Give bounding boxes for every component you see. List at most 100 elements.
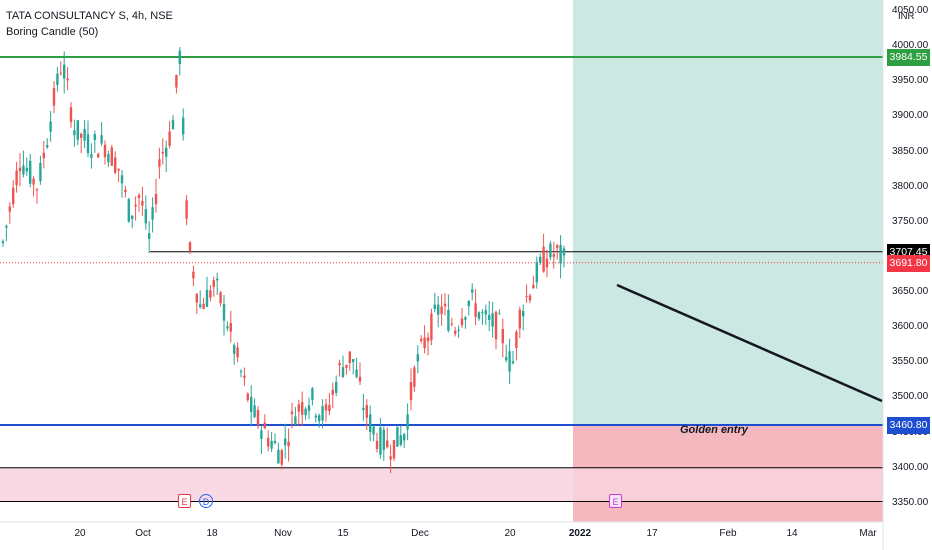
candle	[321, 406, 324, 421]
candle	[409, 382, 413, 401]
candle	[86, 134, 90, 154]
candle	[202, 303, 205, 309]
candle	[29, 160, 32, 184]
candle	[396, 426, 399, 447]
level-badge-3460: 3460.80	[887, 417, 930, 434]
candle	[32, 178, 35, 185]
candle	[90, 154, 93, 158]
candle	[263, 422, 266, 429]
indicator-title[interactable]: Boring Candle (50)	[6, 26, 99, 38]
price-tick: 4050.00	[892, 5, 929, 16]
candle	[56, 73, 59, 86]
candle	[46, 144, 49, 148]
price-tick: 3650.00	[892, 286, 929, 298]
candle	[18, 167, 22, 172]
candle	[284, 438, 287, 446]
candle	[134, 204, 137, 207]
price-tick: 3750.00	[892, 215, 929, 227]
candle	[103, 144, 107, 158]
candle	[341, 367, 345, 377]
candle	[491, 313, 494, 327]
candle	[280, 450, 283, 465]
candle	[518, 309, 521, 329]
candle	[219, 292, 222, 304]
candle	[362, 407, 365, 411]
candle	[8, 206, 11, 212]
candle	[386, 440, 389, 448]
candle	[267, 437, 270, 447]
candle	[182, 117, 185, 135]
price-tick: 3600.00	[892, 321, 929, 333]
candle	[256, 409, 260, 426]
candle	[522, 310, 525, 317]
candle	[545, 258, 549, 268]
candle	[178, 50, 181, 64]
candle	[144, 209, 147, 224]
candle	[80, 133, 83, 138]
candle	[120, 175, 124, 184]
candle	[141, 200, 144, 206]
candle	[498, 313, 501, 315]
candle	[69, 107, 73, 123]
candle	[542, 246, 545, 272]
candle	[423, 337, 426, 349]
candle	[314, 415, 317, 418]
symbol-title[interactable]: TATA CONSULTANCY S, 4h, NSE	[6, 10, 173, 22]
candle	[161, 151, 164, 154]
price-tick: 4000.00	[892, 40, 929, 52]
candle	[420, 338, 423, 341]
candle	[35, 189, 39, 191]
candle	[355, 369, 358, 378]
candle	[562, 248, 566, 256]
candle	[226, 326, 229, 329]
candle	[273, 440, 277, 444]
candle	[301, 402, 304, 415]
candle	[539, 256, 542, 263]
candle	[552, 254, 555, 257]
level-badge-3984: 3984.55	[887, 49, 930, 66]
candle	[199, 304, 202, 308]
price-tick: 3400.00	[892, 461, 929, 473]
candle	[559, 244, 562, 264]
candle	[100, 135, 103, 144]
candle	[22, 165, 25, 175]
candle	[137, 195, 141, 199]
candle	[389, 456, 392, 460]
earnings-upcoming-icon[interactable]: E	[609, 494, 622, 508]
candle	[209, 290, 212, 298]
candle	[222, 304, 226, 321]
candle	[345, 364, 348, 368]
candle	[154, 193, 158, 205]
candle	[158, 159, 161, 167]
candle	[488, 315, 491, 321]
candle	[107, 154, 110, 163]
candle	[328, 405, 331, 412]
earnings-icon[interactable]: E	[178, 494, 191, 508]
candle	[556, 245, 559, 249]
candle	[287, 441, 290, 447]
candle	[501, 328, 504, 344]
candle	[151, 207, 154, 220]
candle	[372, 426, 375, 435]
candle	[42, 152, 45, 159]
time-tick: Feb	[719, 528, 737, 539]
candle	[348, 351, 351, 363]
candle	[185, 200, 188, 219]
candle	[148, 233, 151, 240]
candle	[253, 405, 256, 417]
time-tick: 18	[206, 528, 218, 539]
golden-entry-label: Golden entry	[680, 424, 748, 436]
candle	[528, 295, 532, 301]
candle	[25, 167, 28, 172]
dividend-icon[interactable]: D	[199, 494, 213, 508]
candle	[188, 242, 192, 252]
time-tick: 20	[504, 528, 516, 539]
candle	[457, 329, 460, 331]
time-tick: 2022	[568, 528, 592, 539]
candle	[525, 296, 528, 298]
currency-label: INR	[898, 11, 915, 22]
candle	[5, 225, 8, 228]
candle	[440, 306, 443, 315]
